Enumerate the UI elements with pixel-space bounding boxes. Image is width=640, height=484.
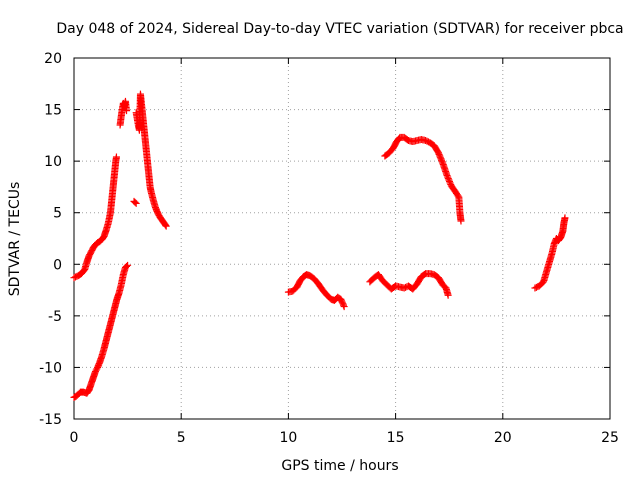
data-point-marker bbox=[445, 176, 453, 184]
data-point-marker bbox=[437, 155, 445, 163]
data-point-marker bbox=[131, 198, 139, 206]
data-point-marker bbox=[446, 177, 454, 185]
series-track-6 bbox=[284, 271, 348, 311]
y-tick-label: -10 bbox=[39, 360, 62, 376]
series-track-4 bbox=[130, 197, 140, 207]
series-track-7 bbox=[366, 270, 452, 299]
x-tick-label: 20 bbox=[494, 430, 512, 446]
x-tick-label: 5 bbox=[177, 430, 186, 446]
data-point-marker bbox=[561, 214, 569, 222]
data-point-marker bbox=[132, 199, 140, 207]
y-tick-label: 10 bbox=[44, 154, 62, 170]
x-tick-label: 10 bbox=[279, 430, 297, 446]
plot-border bbox=[73, 57, 611, 420]
data-point-marker bbox=[457, 217, 465, 225]
y-tick-label: 5 bbox=[53, 206, 62, 222]
series-track-3 bbox=[116, 97, 131, 129]
data-point-marker bbox=[438, 156, 446, 164]
data-point-marker bbox=[444, 175, 452, 183]
data-point-marker bbox=[340, 303, 348, 311]
y-tick-label: -15 bbox=[39, 412, 62, 428]
data-point-marker bbox=[124, 261, 132, 269]
series-track-2 bbox=[70, 261, 132, 401]
series-track-9 bbox=[531, 214, 569, 292]
data-point-marker bbox=[443, 172, 451, 180]
data-point-marker bbox=[340, 301, 348, 309]
axis-ticks bbox=[73, 57, 611, 420]
data-point-marker bbox=[161, 221, 169, 229]
x-tick-label: 0 bbox=[70, 430, 79, 446]
y-tick-label: 0 bbox=[53, 257, 62, 273]
data-point-marker bbox=[444, 173, 452, 181]
series-track-1 bbox=[70, 153, 120, 282]
x-axis-label: GPS time / hours bbox=[281, 458, 398, 474]
y-tick-label: 20 bbox=[44, 51, 62, 67]
data-point-marker bbox=[446, 179, 454, 187]
data-point-marker bbox=[444, 291, 452, 299]
data-point-marker bbox=[436, 153, 444, 161]
y-tick-labels: -15 -10 -5 0 5 10 15 20 bbox=[39, 51, 62, 428]
chart-title: Day 048 of 2024, Sidereal Day-to-day VTE… bbox=[56, 21, 623, 37]
x-tick-label: 15 bbox=[387, 430, 405, 446]
x-tick-label: 25 bbox=[601, 430, 619, 446]
y-tick-label: -5 bbox=[48, 309, 62, 325]
data-point-marker bbox=[123, 107, 131, 115]
y-axis-label: SDTVAR / TECUs bbox=[7, 182, 23, 297]
data-point-marker bbox=[123, 262, 131, 270]
series-track-5 bbox=[132, 90, 170, 230]
data-point-marker bbox=[435, 150, 443, 158]
y-tick-label: 15 bbox=[44, 103, 62, 119]
data-point-marker bbox=[112, 153, 120, 161]
data-point-marker bbox=[434, 149, 442, 157]
series-track-8 bbox=[381, 133, 465, 225]
data-markers bbox=[70, 90, 569, 401]
data-point-marker bbox=[436, 152, 444, 160]
data-point-marker bbox=[162, 222, 170, 230]
grid-lines bbox=[74, 58, 610, 419]
x-tick-labels: 0 5 10 15 20 25 bbox=[70, 430, 619, 446]
